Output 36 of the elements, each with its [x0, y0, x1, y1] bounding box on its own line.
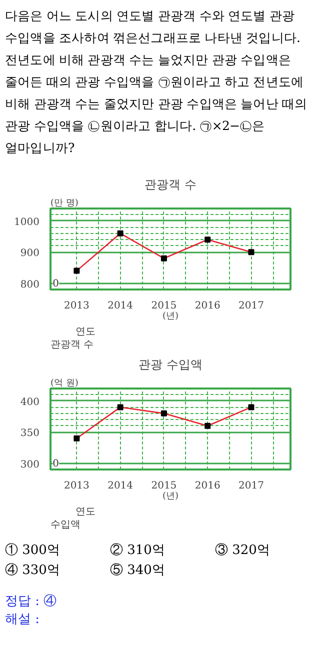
y-tick-label: 400 [20, 396, 40, 408]
x-tick-label: 2017 [238, 300, 264, 312]
text: ① 300억 [5, 542, 61, 560]
annotation: 0 [52, 278, 60, 290]
text: 관광객 수 [50, 340, 94, 350]
x-tick-label: 2015 [151, 300, 177, 312]
text: 다음은 어느 도시의 연도별 관광객 수와 연도별 관광 수입액을 조사하여 꺾은선그래프로 나타낸 것입니다. 전년도에 비해 관광객 수는 늘었지만 관광 수입액은 줄어든 때의 관광 수입액을 ㉠원이라고 하고 전년도에 비해 관광객 수는 줄었지만 관광 수입액은 늘어난 때의 관광 수입액을 ㉡원이라고 합니다. ㉠×2−㉡은 얼마입니까? [5, 7, 308, 157]
text: ④ 330억 [5, 562, 61, 580]
x-axis-title: (년) [162, 492, 179, 502]
text: 연도 [76, 326, 96, 338]
chart-title: 관광객 수 [144, 178, 196, 192]
x-tick-label: 2014 [108, 480, 134, 492]
x-tick-label: 2013 [64, 300, 90, 312]
x-tick-label: 2015 [151, 480, 177, 492]
y-tick-label: 900 [20, 248, 40, 260]
x-axis-title: (년) [162, 312, 179, 322]
text: 정답 : ④ [5, 593, 58, 611]
text: ② 310억 [110, 542, 166, 560]
chart-title: 관광 수입액 [138, 358, 202, 372]
annotation: 0 [52, 458, 60, 470]
y-tick-label: 350 [20, 428, 40, 440]
x-tick-label: 2014 [108, 300, 134, 312]
text: 연도 [76, 506, 96, 518]
text: ⑤ 340억 [110, 562, 166, 580]
x-tick-label: 2017 [238, 480, 264, 492]
text: ③ 320억 [215, 542, 271, 560]
text: 수입액 [50, 520, 80, 530]
y-axis-title: (만 명) [50, 198, 78, 208]
text: 해설 : [5, 611, 41, 629]
x-tick-label: 2016 [194, 300, 220, 312]
x-tick-label: 2016 [194, 480, 220, 492]
y-tick-label: 1000 [14, 216, 40, 228]
y-tick-label: 300 [20, 459, 40, 470]
x-tick-label: 2013 [64, 480, 90, 492]
y-axis-title: (억 원) [50, 378, 78, 388]
y-tick-label: 800 [20, 279, 40, 290]
